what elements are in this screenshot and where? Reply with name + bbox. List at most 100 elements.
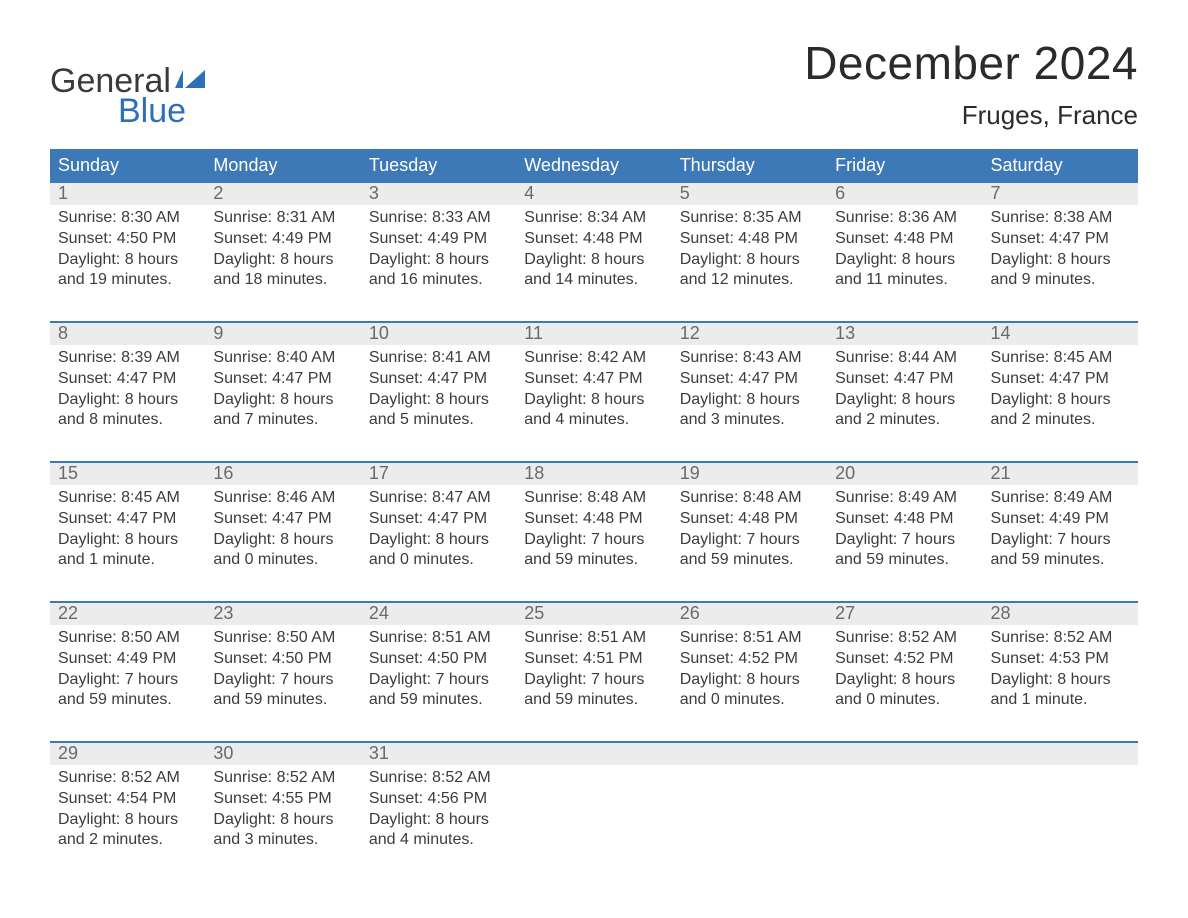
day-number: 23	[205, 603, 360, 625]
day-number	[983, 743, 1138, 765]
day-cell: Sunrise: 8:49 AMSunset: 4:48 PMDaylight:…	[827, 485, 982, 577]
sunrise-text: Sunrise: 8:45 AM	[58, 488, 197, 509]
sunset-text: Sunset: 4:50 PM	[58, 229, 197, 250]
sunrise-text: Sunrise: 8:50 AM	[58, 628, 197, 649]
day-number: 17	[361, 463, 516, 485]
page-title: December 2024	[804, 36, 1138, 90]
day-cell: Sunrise: 8:48 AMSunset: 4:48 PMDaylight:…	[672, 485, 827, 577]
sunset-text: Sunset: 4:47 PM	[991, 369, 1130, 390]
daylight-text-line2: and 1 minute.	[58, 550, 197, 571]
daylight-text-line1: Daylight: 8 hours	[213, 390, 352, 411]
day-number: 15	[50, 463, 205, 485]
calendar-week: 293031Sunrise: 8:52 AMSunset: 4:54 PMDay…	[50, 741, 1138, 857]
calendar-week: 1234567Sunrise: 8:30 AMSunset: 4:50 PMDa…	[50, 183, 1138, 297]
sunset-text: Sunset: 4:47 PM	[524, 369, 663, 390]
flag-icon	[175, 60, 205, 94]
weekday-header: Wednesday	[516, 149, 671, 183]
day-number	[672, 743, 827, 765]
daylight-text-line1: Daylight: 8 hours	[680, 250, 819, 271]
sunset-text: Sunset: 4:49 PM	[213, 229, 352, 250]
daylight-text-line2: and 8 minutes.	[58, 410, 197, 431]
day-content-row: Sunrise: 8:50 AMSunset: 4:49 PMDaylight:…	[50, 625, 1138, 717]
daylight-text-line1: Daylight: 8 hours	[991, 670, 1130, 691]
day-number	[516, 743, 671, 765]
day-number: 13	[827, 323, 982, 345]
sunset-text: Sunset: 4:51 PM	[524, 649, 663, 670]
day-number-row: 891011121314	[50, 323, 1138, 345]
day-cell: Sunrise: 8:50 AMSunset: 4:50 PMDaylight:…	[205, 625, 360, 717]
sunrise-text: Sunrise: 8:36 AM	[835, 208, 974, 229]
daylight-text-line1: Daylight: 8 hours	[680, 670, 819, 691]
day-cell: Sunrise: 8:45 AMSunset: 4:47 PMDaylight:…	[50, 485, 205, 577]
sunrise-text: Sunrise: 8:39 AM	[58, 348, 197, 369]
day-number: 3	[361, 183, 516, 205]
day-number: 19	[672, 463, 827, 485]
day-number: 22	[50, 603, 205, 625]
sunrise-text: Sunrise: 8:52 AM	[991, 628, 1130, 649]
day-content-row: Sunrise: 8:39 AMSunset: 4:47 PMDaylight:…	[50, 345, 1138, 437]
daylight-text-line1: Daylight: 8 hours	[369, 810, 508, 831]
daylight-text-line1: Daylight: 8 hours	[369, 530, 508, 551]
day-content-row: Sunrise: 8:52 AMSunset: 4:54 PMDaylight:…	[50, 765, 1138, 857]
daylight-text-line2: and 9 minutes.	[991, 270, 1130, 291]
sunrise-text: Sunrise: 8:33 AM	[369, 208, 508, 229]
sunset-text: Sunset: 4:48 PM	[835, 229, 974, 250]
daylight-text-line2: and 2 minutes.	[58, 830, 197, 851]
daylight-text-line2: and 59 minutes.	[835, 550, 974, 571]
day-cell: Sunrise: 8:49 AMSunset: 4:49 PMDaylight:…	[983, 485, 1138, 577]
day-cell: Sunrise: 8:52 AMSunset: 4:54 PMDaylight:…	[50, 765, 205, 857]
sunset-text: Sunset: 4:50 PM	[213, 649, 352, 670]
day-number-row: 22232425262728	[50, 603, 1138, 625]
day-cell: Sunrise: 8:52 AMSunset: 4:52 PMDaylight:…	[827, 625, 982, 717]
sunrise-text: Sunrise: 8:49 AM	[991, 488, 1130, 509]
daylight-text-line1: Daylight: 8 hours	[213, 810, 352, 831]
day-number: 29	[50, 743, 205, 765]
daylight-text-line2: and 12 minutes.	[680, 270, 819, 291]
day-number: 25	[516, 603, 671, 625]
daylight-text-line2: and 19 minutes.	[58, 270, 197, 291]
sunrise-text: Sunrise: 8:48 AM	[680, 488, 819, 509]
sunrise-text: Sunrise: 8:51 AM	[680, 628, 819, 649]
sunset-text: Sunset: 4:47 PM	[213, 509, 352, 530]
day-number: 11	[516, 323, 671, 345]
daylight-text-line1: Daylight: 7 hours	[524, 530, 663, 551]
sunrise-text: Sunrise: 8:48 AM	[524, 488, 663, 509]
daylight-text-line1: Daylight: 8 hours	[213, 250, 352, 271]
daylight-text-line2: and 0 minutes.	[835, 690, 974, 711]
daylight-text-line2: and 2 minutes.	[835, 410, 974, 431]
weekday-header-row: Sunday Monday Tuesday Wednesday Thursday…	[50, 149, 1138, 183]
daylight-text-line2: and 59 minutes.	[369, 690, 508, 711]
weekday-header: Saturday	[983, 149, 1138, 183]
location-label: Fruges, France	[804, 100, 1138, 131]
daylight-text-line1: Daylight: 8 hours	[835, 250, 974, 271]
sunrise-text: Sunrise: 8:38 AM	[991, 208, 1130, 229]
sunrise-text: Sunrise: 8:51 AM	[524, 628, 663, 649]
daylight-text-line1: Daylight: 8 hours	[835, 390, 974, 411]
day-cell: Sunrise: 8:31 AMSunset: 4:49 PMDaylight:…	[205, 205, 360, 297]
day-number: 8	[50, 323, 205, 345]
sunset-text: Sunset: 4:47 PM	[835, 369, 974, 390]
day-number: 14	[983, 323, 1138, 345]
brand-logo: General Blue	[50, 60, 205, 128]
daylight-text-line1: Daylight: 8 hours	[369, 390, 508, 411]
daylight-text-line2: and 59 minutes.	[213, 690, 352, 711]
daylight-text-line1: Daylight: 8 hours	[58, 530, 197, 551]
sunset-text: Sunset: 4:48 PM	[680, 229, 819, 250]
daylight-text-line2: and 3 minutes.	[680, 410, 819, 431]
day-cell: Sunrise: 8:39 AMSunset: 4:47 PMDaylight:…	[50, 345, 205, 437]
daylight-text-line2: and 59 minutes.	[524, 690, 663, 711]
daylight-text-line1: Daylight: 8 hours	[991, 390, 1130, 411]
day-cell: Sunrise: 8:52 AMSunset: 4:55 PMDaylight:…	[205, 765, 360, 857]
daylight-text-line2: and 0 minutes.	[680, 690, 819, 711]
day-number: 28	[983, 603, 1138, 625]
sunrise-text: Sunrise: 8:51 AM	[369, 628, 508, 649]
day-cell: Sunrise: 8:52 AMSunset: 4:53 PMDaylight:…	[983, 625, 1138, 717]
day-cell: Sunrise: 8:33 AMSunset: 4:49 PMDaylight:…	[361, 205, 516, 297]
weekday-header: Tuesday	[361, 149, 516, 183]
daylight-text-line2: and 0 minutes.	[213, 550, 352, 571]
day-number: 20	[827, 463, 982, 485]
daylight-text-line1: Daylight: 8 hours	[680, 390, 819, 411]
sunrise-text: Sunrise: 8:46 AM	[213, 488, 352, 509]
daylight-text-line2: and 59 minutes.	[991, 550, 1130, 571]
sunset-text: Sunset: 4:47 PM	[58, 369, 197, 390]
